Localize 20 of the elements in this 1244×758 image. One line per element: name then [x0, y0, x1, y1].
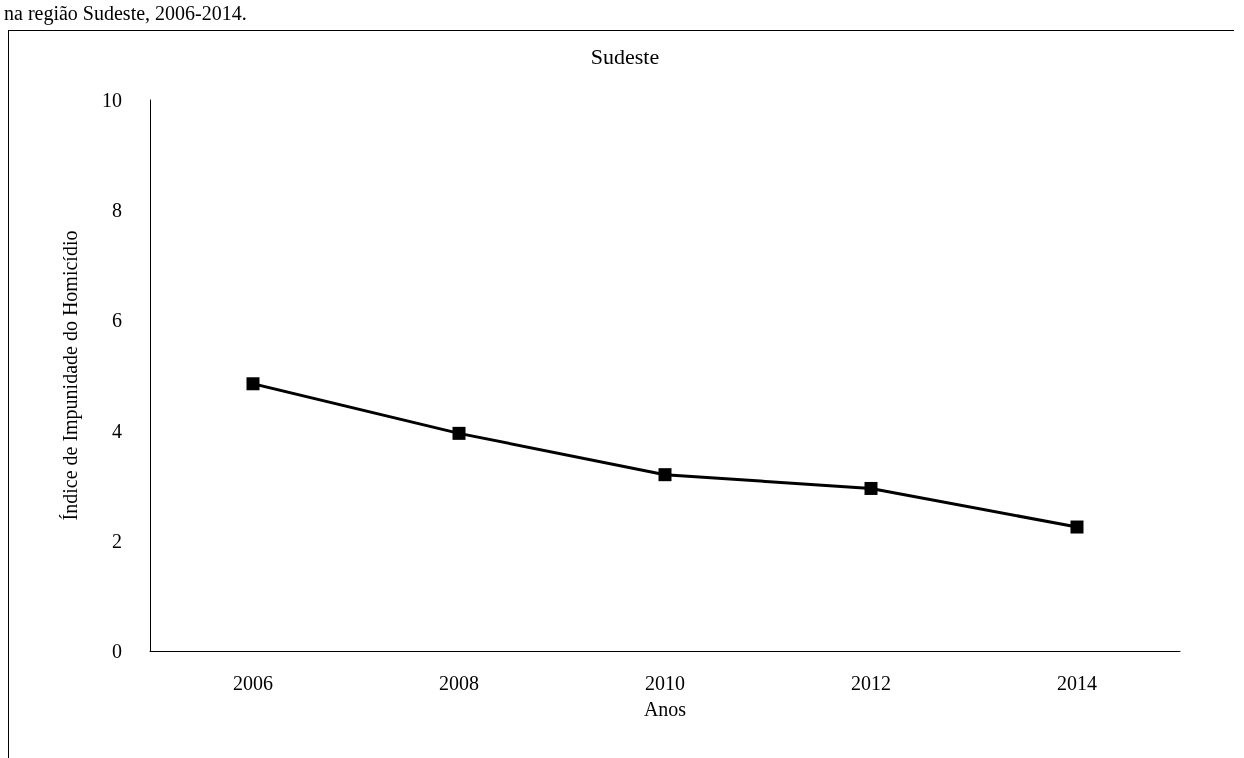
x-tick-label: 2012 [851, 672, 891, 694]
y-tick-label: 0 [112, 640, 122, 662]
point [658, 468, 672, 482]
point [864, 481, 878, 495]
x-tick-label: 2010 [645, 672, 685, 694]
chart-title: Sudeste [590, 43, 660, 69]
text: na região Sudeste, 2006-2014. [4, 2, 247, 25]
y-tick-label: 6 [112, 309, 122, 332]
y-tick-label: 10 [102, 89, 122, 111]
y-axis-title: Índice de Impunidade do Homicídio [59, 230, 82, 521]
y-tick-label: 2 [112, 529, 122, 552]
x-tick-label: 2008 [439, 672, 479, 694]
point [1070, 520, 1084, 534]
x-axis-title: Anos [643, 698, 687, 720]
x-tick-label: 2006 [233, 672, 273, 694]
y-tick-label: 8 [112, 199, 122, 222]
point [452, 426, 466, 440]
x-tick-label: 2014 [1057, 672, 1097, 694]
y-tick-label: 4 [112, 419, 122, 442]
point [246, 377, 260, 391]
